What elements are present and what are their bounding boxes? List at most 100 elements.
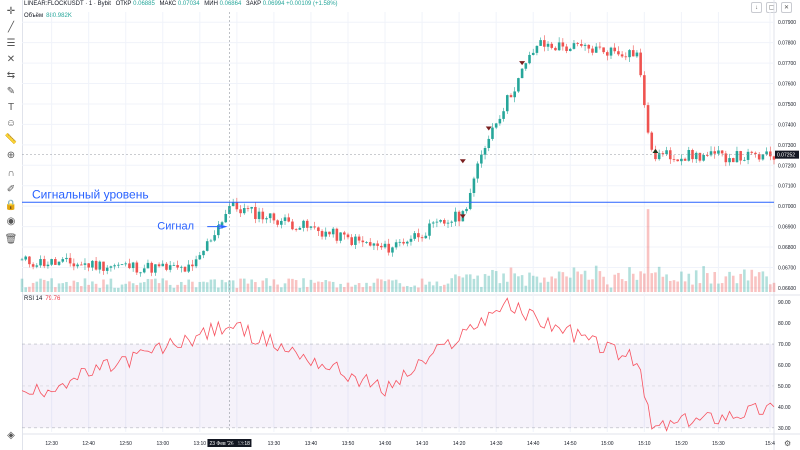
eye-icon[interactable]: ◉ — [6, 215, 16, 227]
volume-bar — [342, 287, 346, 292]
volume-bar — [698, 283, 702, 292]
candle-body — [554, 47, 557, 51]
close-label: ЗАКР — [246, 1, 262, 7]
candle-body — [372, 243, 376, 246]
volume-bar — [461, 277, 465, 292]
candle-body — [28, 256, 31, 265]
volume-bar — [165, 280, 168, 292]
move-down-button[interactable]: ↓ — [751, 2, 762, 13]
lock-drawings-icon[interactable]: ✐ — [6, 183, 16, 195]
candle-body — [750, 151, 754, 153]
settings-gear-icon[interactable]: ⚙ — [784, 439, 791, 448]
open-label: ОТКР — [115, 1, 132, 7]
candle-body — [254, 207, 257, 220]
candle-body — [650, 132, 654, 150]
candle-body — [117, 264, 120, 266]
symbol-title[interactable]: LINEAR:FLOCKUSDT · 1 · Bybit — [24, 1, 111, 7]
candle-body — [587, 44, 591, 49]
volume-bar — [750, 269, 754, 292]
candle-body — [580, 43, 583, 46]
volume-label[interactable]: Объём — [24, 13, 44, 19]
volume-bar — [480, 286, 483, 292]
volume-bar — [98, 287, 102, 292]
volume-bar — [146, 278, 150, 292]
volume-bar — [539, 282, 542, 292]
candle-body — [298, 227, 302, 230]
candle-body — [424, 235, 428, 239]
candle-body — [135, 262, 139, 273]
zoom-icon[interactable]: ⊕ — [6, 149, 16, 161]
fib-icon[interactable]: ☰ — [6, 37, 16, 49]
volume-bar — [335, 287, 339, 292]
candle-body — [680, 158, 683, 162]
trash-icon[interactable]: 🗑 — [4, 233, 18, 245]
candle-body — [665, 150, 668, 155]
candle-body — [161, 263, 165, 267]
candle-body — [235, 202, 239, 210]
volume-bar — [83, 278, 87, 292]
volume-bar — [428, 281, 431, 292]
candle-body — [639, 52, 642, 76]
trade-marker-icon — [519, 61, 526, 66]
price-tick-label: 0.07400 — [778, 122, 796, 128]
volume-bar — [746, 280, 750, 292]
candle-body — [76, 264, 79, 267]
volume-bar — [576, 271, 579, 292]
candle-body — [79, 264, 83, 266]
candle-body — [568, 48, 572, 52]
trendline-icon[interactable]: ╱ — [7, 21, 15, 33]
candle-body — [172, 265, 176, 266]
candle-body — [394, 242, 398, 248]
maximize-button[interactable]: ▢ — [766, 2, 777, 13]
volume-bar — [376, 278, 379, 292]
price-tick-label: 0.07700 — [778, 61, 796, 67]
candle-body — [202, 250, 205, 256]
text-icon[interactable]: T — [7, 101, 15, 113]
candle-body — [657, 153, 661, 160]
volume-bar — [257, 287, 261, 292]
ruler-icon[interactable]: 📏 — [4, 133, 18, 145]
volume-bar — [717, 283, 720, 292]
crosshair-icon[interactable]: ✛ — [6, 5, 16, 17]
trade-marker-icon — [459, 214, 466, 219]
volume-bar — [524, 285, 528, 292]
volume-bar — [543, 277, 546, 292]
layers-icon[interactable]: ◈ — [7, 429, 15, 441]
volume-bar — [557, 271, 561, 292]
volume-bar — [91, 281, 94, 292]
candle-body — [20, 259, 24, 261]
candle-body — [661, 153, 665, 155]
rsi-label[interactable]: RSI 14 — [24, 296, 43, 302]
candle-body — [517, 78, 520, 92]
time-tick-label: 14:00 — [379, 441, 392, 447]
volume-bar — [187, 279, 190, 292]
close-pane-button[interactable]: ✕ — [781, 2, 792, 13]
candle-body — [120, 264, 124, 266]
emoji-icon[interactable]: ☺ — [5, 117, 17, 129]
volume-bar — [535, 276, 539, 292]
volume-bar — [113, 287, 116, 292]
trade-marker-icon — [485, 126, 492, 131]
candle-body — [250, 207, 253, 209]
time-tick-label: 12:50 — [119, 441, 132, 447]
candle-body — [354, 236, 357, 245]
candle-body — [465, 208, 468, 212]
trade-marker-icon — [459, 159, 466, 164]
time-tick-label: 14:30 — [490, 441, 503, 447]
rsi-line — [21, 297, 775, 432]
magnet-icon[interactable]: ∩ — [7, 167, 15, 179]
candle-body — [61, 259, 65, 262]
candle-body — [420, 237, 424, 239]
lock-icon[interactable]: 🔒 — [4, 199, 18, 211]
candle-body — [409, 238, 413, 242]
rsi-tick-label: 30.00 — [778, 426, 791, 432]
candle-body — [154, 264, 157, 273]
candle-body — [646, 105, 650, 133]
candle-body — [305, 220, 309, 228]
candle-body — [694, 152, 698, 160]
brush-icon[interactable]: ✎ — [6, 85, 16, 97]
volume-bar — [713, 272, 717, 292]
pattern-icon[interactable]: ✕ — [6, 53, 16, 65]
projection-icon[interactable]: ⇆ — [6, 69, 16, 81]
